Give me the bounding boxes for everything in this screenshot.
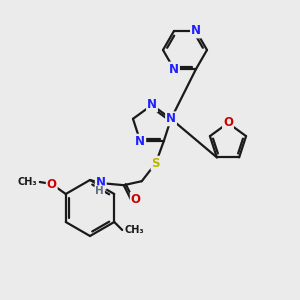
Text: O: O [223,116,233,130]
Text: CH₃: CH₃ [18,177,38,187]
Text: N: N [169,63,179,76]
Text: N: N [147,98,157,112]
Text: N: N [166,112,176,125]
Text: N: N [96,176,106,189]
Text: CH₃: CH₃ [124,225,144,235]
Text: O: O [131,193,141,206]
Text: N: N [135,135,145,148]
Text: S: S [152,157,160,170]
Text: O: O [47,178,57,190]
Text: H: H [95,186,104,196]
Text: N: N [191,24,201,38]
